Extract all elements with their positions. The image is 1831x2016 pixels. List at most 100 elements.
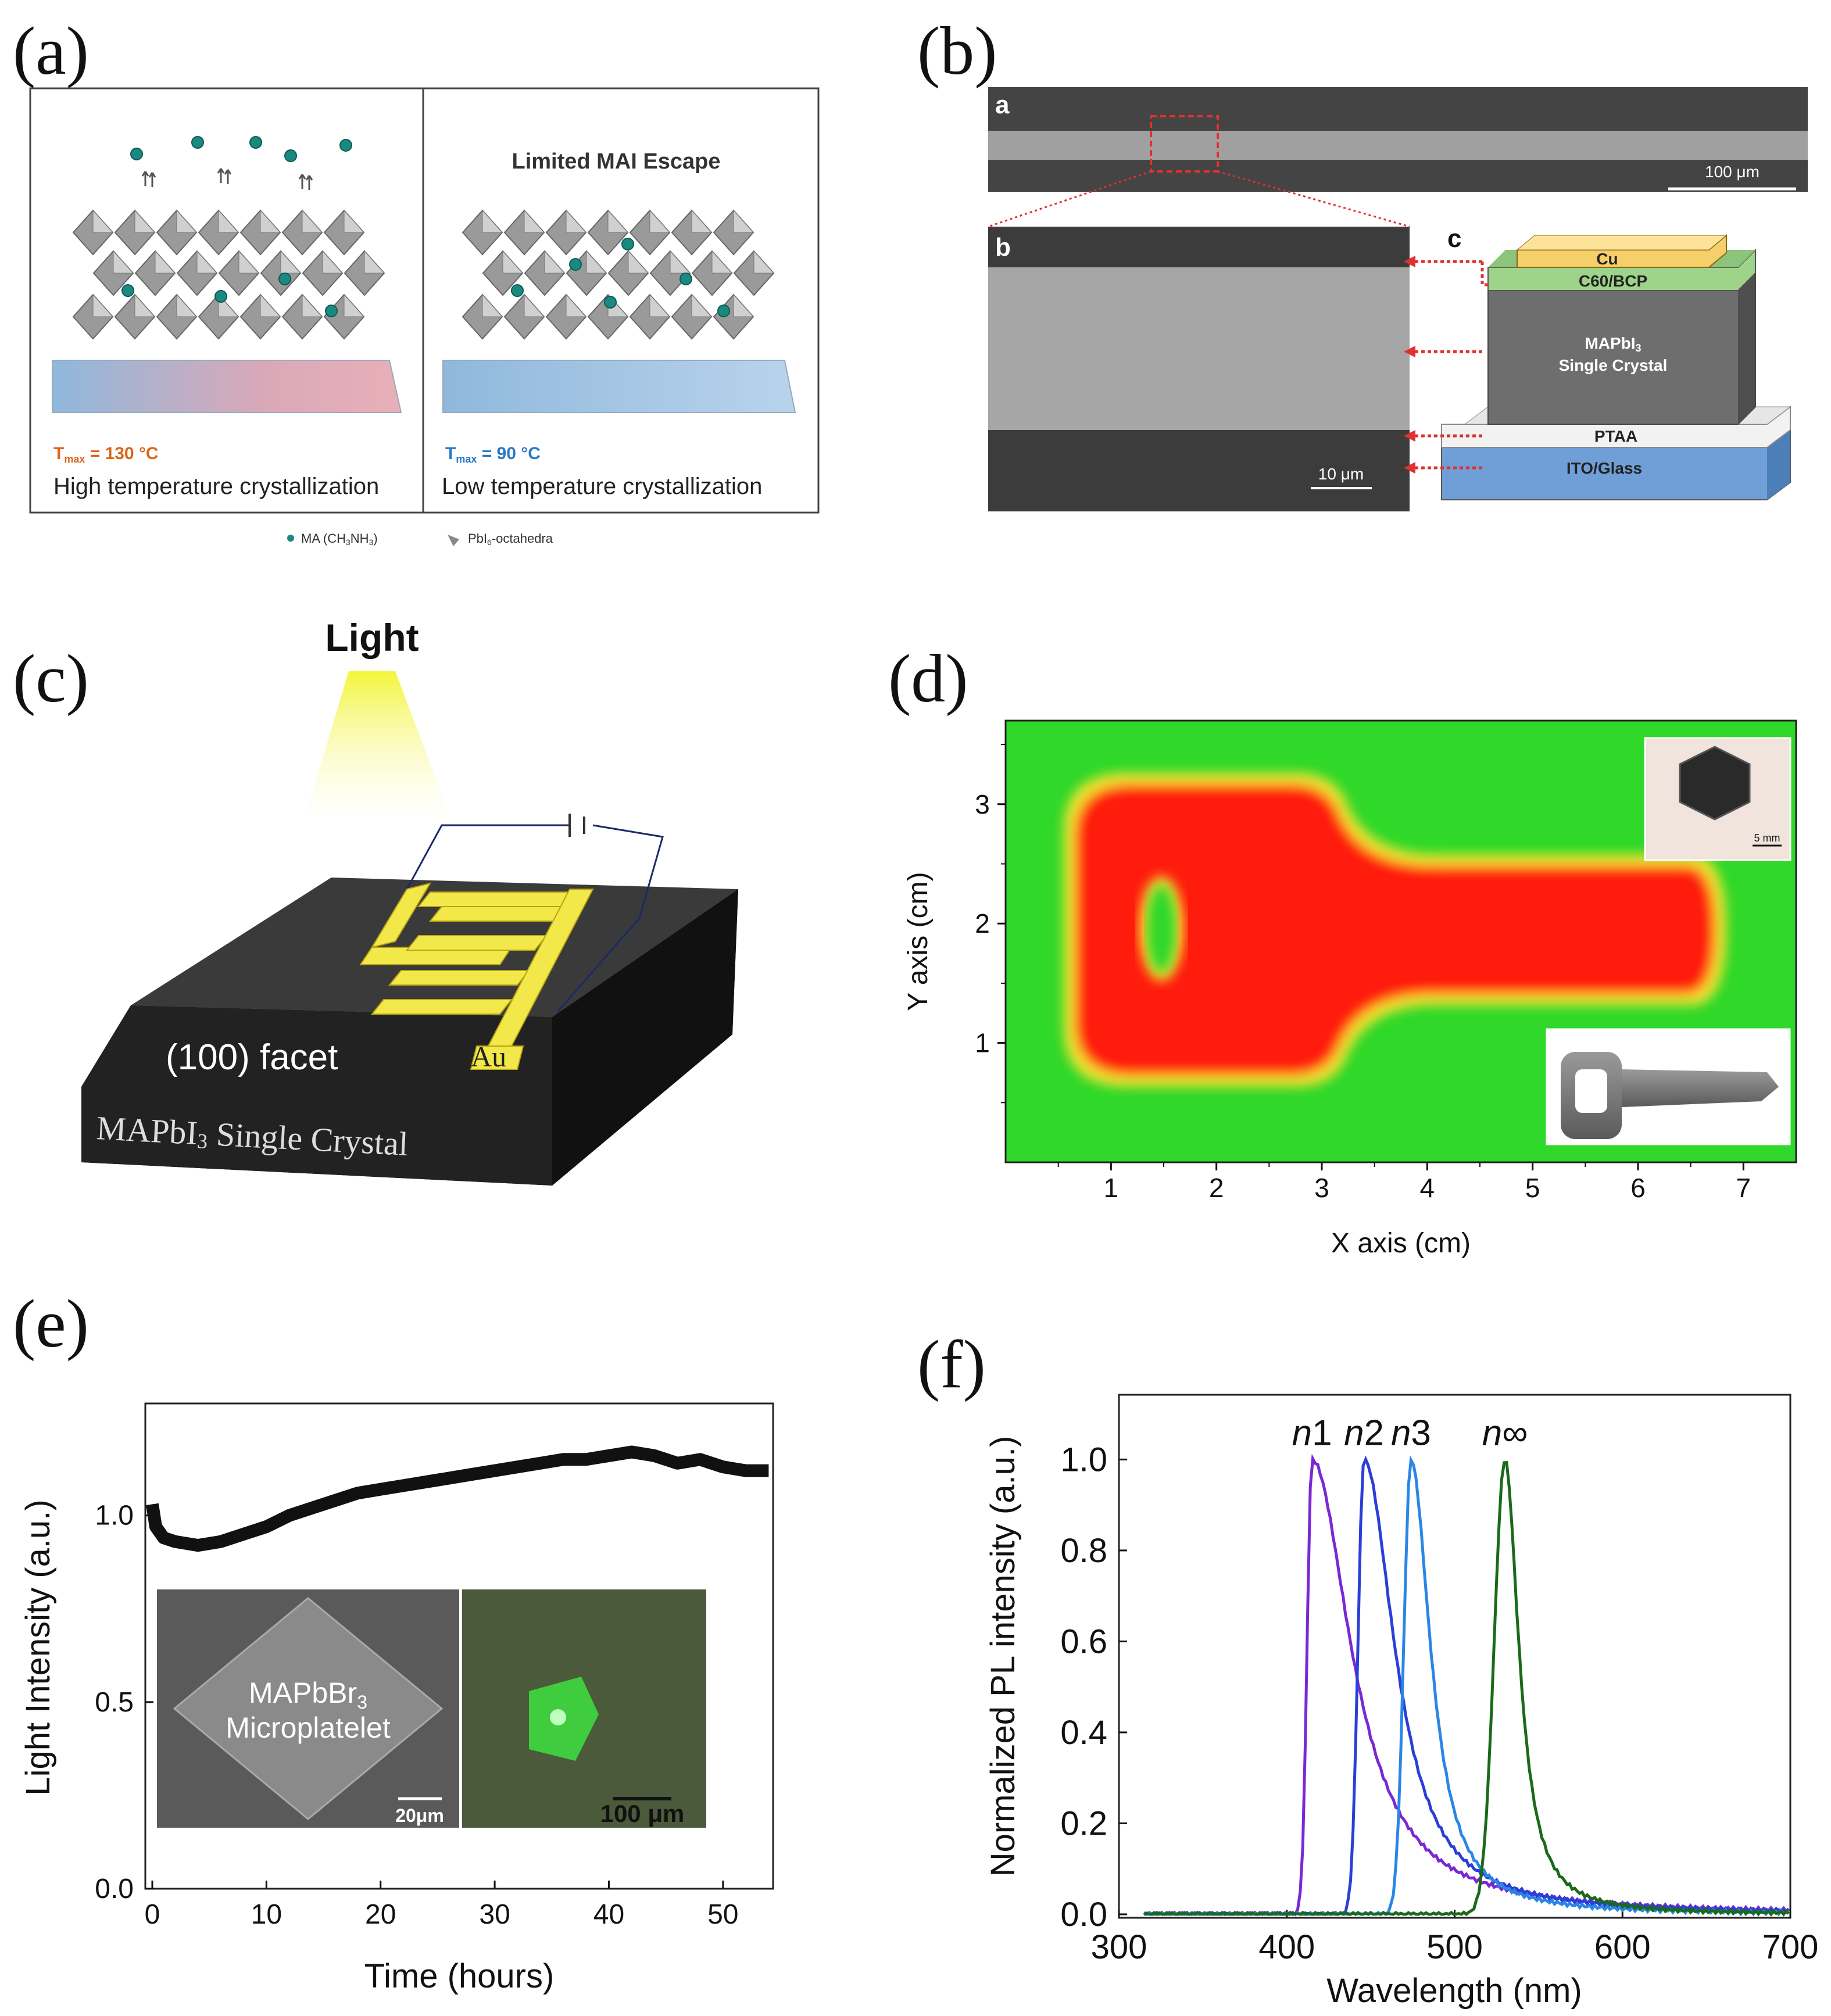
ma-molecule — [511, 284, 524, 297]
label-ito: ITO/Glass — [1567, 459, 1642, 477]
panel-b-figure: a 100 μm b 10 μm c Cu C60/BCP MAPbI3 Sin… — [988, 87, 1808, 511]
e-ytick-label: 0.5 — [95, 1687, 134, 1718]
f-xtick-label: 400 — [1258, 1928, 1315, 1966]
f-xtick-label: 300 — [1091, 1928, 1147, 1966]
e-ytick-label: 0.0 — [95, 1874, 134, 1904]
panel-d-figure: 5 mm 1 2 3 4 5 6 7 1 2 3 X axis (cm) Y axis (cm) — [903, 719, 1797, 1259]
f-series-label: n1 — [1292, 1413, 1332, 1453]
legend-ma: MA (CH3NH3) — [301, 531, 378, 547]
label-c60: C60/BCP — [1579, 272, 1647, 290]
legend-pb: PbI6-octahedra — [468, 531, 553, 547]
heatmap-axes: 1 2 3 4 5 6 7 1 2 3 — [975, 744, 1751, 1203]
f-series-label: n3 — [1391, 1413, 1431, 1453]
d-xlabel: X axis (cm) — [1331, 1228, 1471, 1259]
e-ylabel: Light Intensity (a.u.) — [19, 1499, 57, 1795]
e-xtick-label: 0 — [145, 1899, 160, 1930]
left-temp: Tmax = 130 °C — [53, 444, 159, 465]
hot-substrate — [52, 360, 402, 413]
f-ylabel: Normalized PL intensity (a.u.) — [984, 1436, 1022, 1877]
label-ptaa: PTAA — [1594, 427, 1637, 445]
e-plot-frame — [144, 1402, 774, 1890]
e-xtick-label: 10 — [251, 1899, 282, 1930]
zoom-box — [1150, 115, 1219, 173]
panel-label-f: (f) — [917, 1326, 986, 1402]
f-series-n3 — [1144, 1455, 1789, 1917]
right-caption: Low temperature crystallization — [442, 474, 762, 499]
e-xtick-label: 40 — [593, 1899, 624, 1930]
light-label: Light — [325, 616, 419, 659]
circuit-wire — [406, 824, 664, 1012]
d-ylabel: Y axis (cm) — [903, 872, 934, 1011]
e-xtick-label: 30 — [479, 1899, 510, 1930]
layer-arrows — [1407, 260, 1488, 470]
ma-molecule — [717, 305, 730, 317]
panel-label-e: (e) — [13, 1285, 89, 1362]
d-xtick-label: 5 — [1525, 1173, 1540, 1203]
e-xlabel: Time (hours) — [364, 1957, 555, 1995]
f-series-label: n∞ — [1482, 1413, 1528, 1453]
ma-molecule — [130, 148, 143, 160]
light-beam — [302, 671, 453, 825]
scale-bottom: 10 μm — [1318, 465, 1364, 483]
f-ytick-label: 0.0 — [1060, 1896, 1107, 1933]
panel-label-d: (d) — [888, 640, 968, 717]
panel-a-figure: Limited MAI Escape Tmax = 130 °C Tmax = … — [29, 87, 820, 547]
label-crystal: MAPbI3 — [1585, 334, 1641, 354]
f-ytick-label: 1.0 — [1060, 1441, 1107, 1478]
left-caption: High temperature crystallization — [53, 474, 379, 499]
ma-molecule — [121, 284, 134, 297]
d-ytick-label: 1 — [975, 1028, 990, 1058]
d-xtick-label: 2 — [1209, 1173, 1224, 1203]
d-xtick-label: 1 — [1104, 1173, 1119, 1203]
sem-label-c: c — [1447, 224, 1461, 253]
e-xtick-label: 50 — [707, 1899, 738, 1930]
d-xtick-label: 6 — [1630, 1173, 1646, 1203]
ma-molecule — [284, 149, 297, 162]
au-label: Au — [471, 1040, 506, 1073]
f-xtick-label: 700 — [1762, 1928, 1819, 1966]
ma-molecule — [569, 258, 582, 271]
f-xtick-label: 600 — [1594, 1928, 1651, 1966]
octahedra-right — [462, 209, 775, 340]
panel-a-right-title: Limited MAI Escape — [512, 149, 721, 174]
f-ytick-label: 0.6 — [1060, 1623, 1107, 1660]
ma-molecule — [278, 273, 291, 285]
sem-label-b: b — [995, 233, 1011, 262]
ma-molecule — [680, 273, 692, 285]
f-ytick-label: 0.4 — [1060, 1714, 1107, 1752]
d-xtick-label: 4 — [1420, 1173, 1435, 1203]
heatmap-object — [1064, 773, 1726, 1087]
cold-substrate — [442, 360, 796, 413]
panel-label-c: (c) — [13, 640, 89, 717]
e-inset-text2: Microplatelet — [226, 1711, 391, 1744]
ma-molecule — [191, 136, 204, 149]
ma-molecule — [339, 139, 352, 152]
ma-molecule — [249, 136, 262, 149]
d-ytick-label: 3 — [975, 789, 990, 819]
panel-f-chart: 300 400 500 600 700 0.0 0.2 0.4 0.6 0.8 1.0 n1 n2 n3… — [984, 1394, 1819, 2010]
panel-label-a: (a) — [13, 13, 89, 89]
e-series-line — [146, 1445, 769, 1552]
label-crystal-2: Single Crystal — [1559, 356, 1668, 374]
inset-scale: 5 mm — [1754, 832, 1780, 844]
f-series-lines — [1143, 1453, 1790, 1917]
e-xtick-label: 20 — [365, 1899, 396, 1930]
scale-top: 100 μm — [1705, 163, 1760, 181]
f-series-labels: n1 n2 n3 n∞ — [1292, 1413, 1528, 1453]
right-temp: Tmax = 90 °C — [445, 444, 541, 465]
f-plot-frame — [1118, 1394, 1791, 1919]
panel-e-chart: 0 10 20 30 40 50 0.0 0.5 1.0 MAPbBr3 Microplatel… — [19, 1402, 774, 1995]
e-scale-right: 100 μm — [600, 1800, 685, 1827]
f-ytick-label: 0.2 — [1060, 1804, 1107, 1842]
sem-label-a: a — [995, 91, 1010, 119]
octahedra-left — [72, 209, 385, 340]
ma-molecule — [604, 296, 617, 309]
panel-c-figure: Light (100) facet Au MAPbI3 Single Cryst… — [81, 616, 738, 1186]
f-series-label: n2 — [1344, 1413, 1384, 1453]
e-scale-left: 20μm — [395, 1805, 444, 1826]
f-ytick-label: 0.8 — [1060, 1532, 1107, 1570]
escape-arrows — [141, 168, 313, 190]
au-electrode — [359, 882, 594, 1070]
label-cu: Cu — [1596, 250, 1618, 268]
d-xtick-label: 7 — [1736, 1173, 1751, 1203]
